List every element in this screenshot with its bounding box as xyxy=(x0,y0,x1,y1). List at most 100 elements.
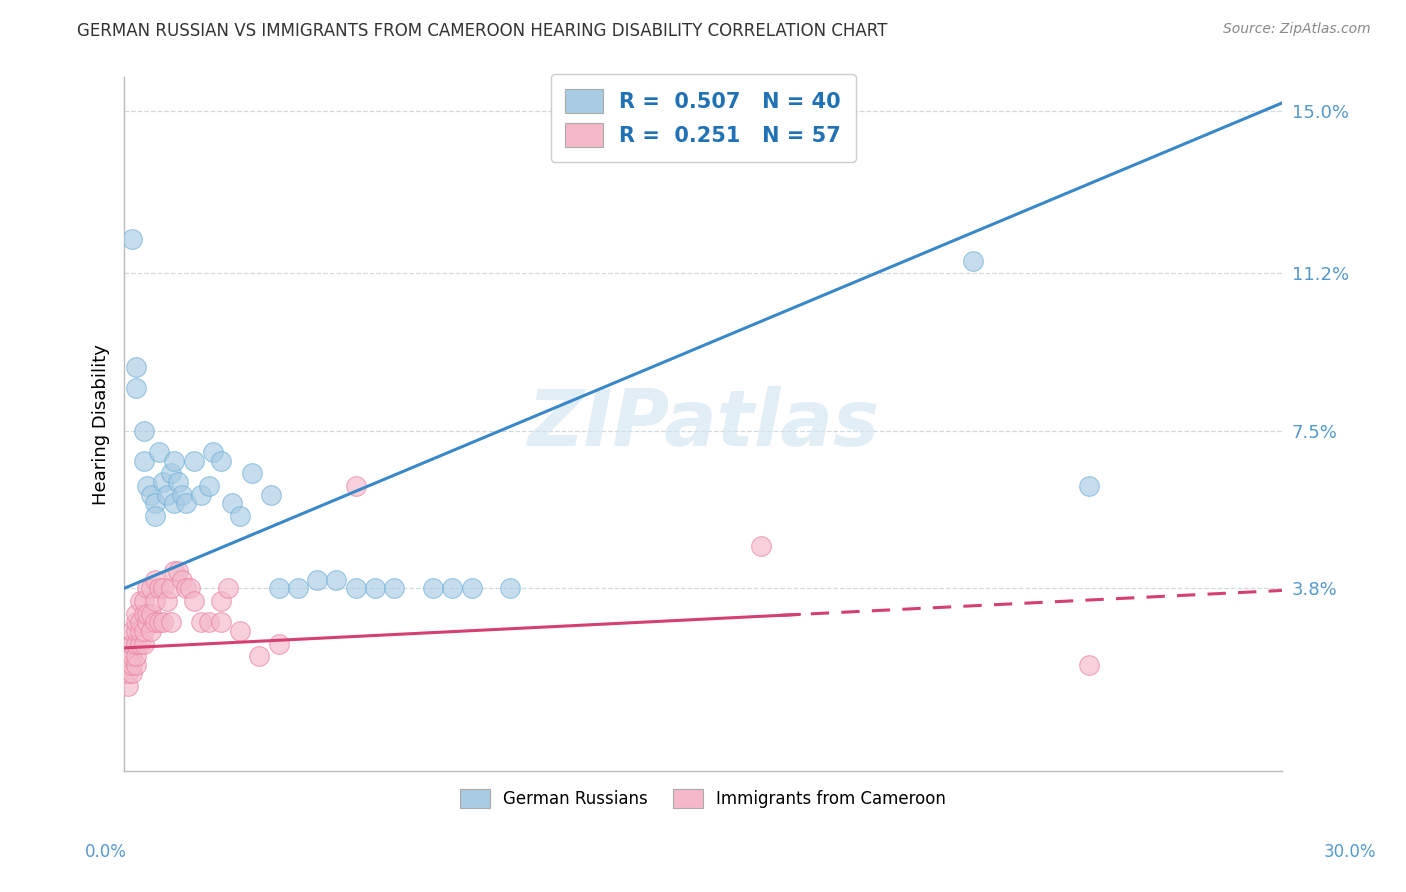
Text: Source: ZipAtlas.com: Source: ZipAtlas.com xyxy=(1223,22,1371,37)
Y-axis label: Hearing Disability: Hearing Disability xyxy=(93,344,110,505)
Point xyxy=(460,582,482,596)
Point xyxy=(167,475,190,489)
Point xyxy=(163,496,186,510)
Point xyxy=(128,615,150,630)
Point xyxy=(143,496,166,510)
Point xyxy=(172,488,194,502)
Point xyxy=(260,488,283,502)
Point xyxy=(121,657,143,672)
Point xyxy=(141,624,163,638)
Text: 30.0%: 30.0% xyxy=(1323,843,1376,861)
Point xyxy=(1078,657,1101,672)
Point xyxy=(163,564,186,578)
Point xyxy=(121,637,143,651)
Point xyxy=(174,582,197,596)
Point xyxy=(117,649,139,664)
Point xyxy=(132,624,155,638)
Point xyxy=(143,594,166,608)
Point xyxy=(132,424,155,438)
Point xyxy=(117,679,139,693)
Point xyxy=(117,657,139,672)
Point xyxy=(125,649,148,664)
Point xyxy=(132,607,155,621)
Point xyxy=(152,615,174,630)
Point xyxy=(152,582,174,596)
Point xyxy=(209,615,232,630)
Point xyxy=(163,453,186,467)
Point xyxy=(167,564,190,578)
Point xyxy=(136,615,159,630)
Point xyxy=(132,637,155,651)
Point xyxy=(1078,479,1101,493)
Point xyxy=(325,573,347,587)
Point xyxy=(183,594,205,608)
Point xyxy=(143,508,166,523)
Point xyxy=(136,607,159,621)
Point xyxy=(217,582,239,596)
Point xyxy=(121,666,143,681)
Text: 0.0%: 0.0% xyxy=(84,843,127,861)
Point xyxy=(179,582,201,596)
Point xyxy=(136,582,159,596)
Point xyxy=(382,582,405,596)
Point xyxy=(183,453,205,467)
Point xyxy=(125,624,148,638)
Point xyxy=(240,467,263,481)
Point xyxy=(190,615,212,630)
Point xyxy=(128,594,150,608)
Point xyxy=(125,381,148,395)
Point xyxy=(267,637,290,651)
Point xyxy=(201,445,224,459)
Point xyxy=(190,488,212,502)
Point xyxy=(128,624,150,638)
Point xyxy=(143,615,166,630)
Point xyxy=(148,445,170,459)
Point xyxy=(117,666,139,681)
Point xyxy=(159,467,181,481)
Point xyxy=(141,607,163,621)
Point xyxy=(125,657,148,672)
Point xyxy=(172,573,194,587)
Point xyxy=(136,479,159,493)
Point xyxy=(141,488,163,502)
Point xyxy=(267,582,290,596)
Point xyxy=(148,582,170,596)
Point xyxy=(962,253,984,268)
Point xyxy=(143,573,166,587)
Point xyxy=(209,453,232,467)
Point xyxy=(422,582,444,596)
Point xyxy=(198,479,221,493)
Point xyxy=(247,649,270,664)
Point xyxy=(307,573,329,587)
Text: GERMAN RUSSIAN VS IMMIGRANTS FROM CAMEROON HEARING DISABILITY CORRELATION CHART: GERMAN RUSSIAN VS IMMIGRANTS FROM CAMERO… xyxy=(77,22,887,40)
Point xyxy=(156,594,179,608)
Point xyxy=(121,649,143,664)
Point xyxy=(121,637,143,651)
Point xyxy=(152,475,174,489)
Point xyxy=(125,615,148,630)
Point xyxy=(121,232,143,246)
Point xyxy=(125,359,148,374)
Point xyxy=(125,607,148,621)
Point xyxy=(128,637,150,651)
Point xyxy=(344,582,367,596)
Point xyxy=(344,479,367,493)
Point xyxy=(198,615,221,630)
Point xyxy=(156,488,179,502)
Text: ZIPatlas: ZIPatlas xyxy=(527,386,879,462)
Point xyxy=(159,615,181,630)
Point xyxy=(229,624,252,638)
Point xyxy=(125,637,148,651)
Point xyxy=(121,624,143,638)
Point xyxy=(221,496,243,510)
Point xyxy=(364,582,387,596)
Legend: German Russians, Immigrants from Cameroon: German Russians, Immigrants from Cameroo… xyxy=(453,782,953,815)
Point xyxy=(148,615,170,630)
Point xyxy=(132,594,155,608)
Point xyxy=(141,582,163,596)
Point xyxy=(174,496,197,510)
Point xyxy=(749,539,772,553)
Point xyxy=(159,582,181,596)
Point xyxy=(209,594,232,608)
Point xyxy=(441,582,464,596)
